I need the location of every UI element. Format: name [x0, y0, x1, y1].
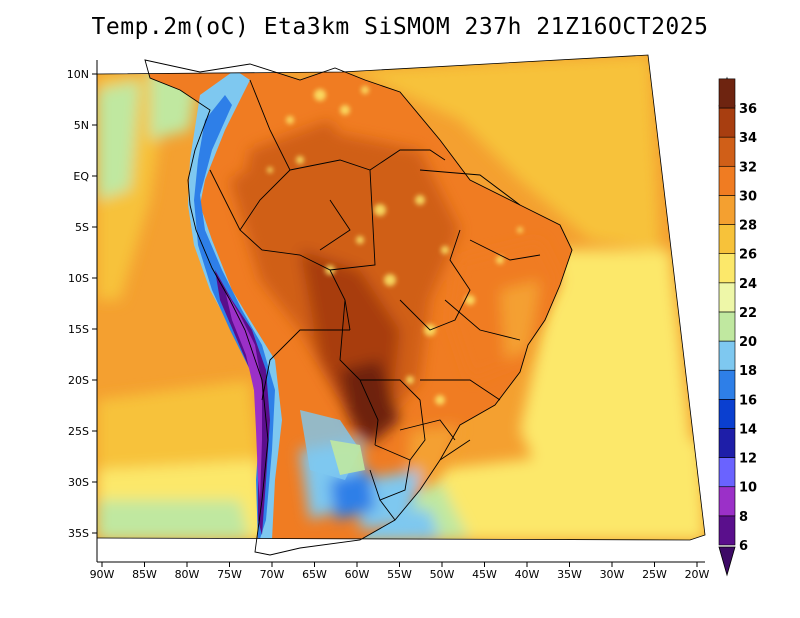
country-borders	[144, 59, 573, 556]
colorbar-label: 18	[739, 364, 757, 379]
colorbar-label: 26	[739, 248, 757, 263]
lon-label: 75W	[217, 568, 242, 581]
lat-label: 25S	[68, 425, 89, 438]
latitude-axis: 10N 5N EQ 5S 10S 15S 20S 25S 30S 35S	[67, 68, 97, 540]
colorbar-label: 24	[739, 277, 757, 292]
lat-label: EQ	[73, 170, 89, 183]
colorbar-swatch	[718, 282, 736, 313]
colorbar-under-arrow	[718, 546, 736, 577]
lon-label: 60W	[345, 568, 370, 581]
longitude-axis: 90W 85W 80W 75W 70W 65W 60W 55W 50W 45W 40W 35W 30W 2…	[90, 562, 710, 581]
map-title: Temp.2m(oC) Eta3km SiSMOM 237h 21Z16OCT2…	[91, 14, 709, 40]
lat-label: 20S	[68, 374, 89, 387]
lon-label: 25W	[642, 568, 667, 581]
colorbar-swatch	[718, 224, 736, 254]
colorbar-label: 20	[739, 335, 757, 350]
lon-label: 80W	[175, 568, 200, 581]
continent	[145, 60, 572, 540]
colorbar-label: 8	[739, 510, 748, 525]
lat-label: 5N	[74, 119, 89, 132]
colorbar-swatch	[718, 136, 736, 167]
colorbar-label: 22	[739, 306, 757, 321]
colorbar-label: 6	[739, 539, 748, 554]
lat-label: 35S	[68, 527, 89, 540]
colorbar-label: 30	[739, 189, 757, 204]
colorbar-swatch	[718, 428, 736, 458]
lon-label: 40W	[515, 568, 540, 581]
lat-label: 15S	[68, 323, 89, 336]
colorbar-swatch	[718, 486, 736, 517]
lon-label: 70W	[260, 568, 285, 581]
colorbar-swatch	[718, 515, 736, 546]
colorbar-swatch	[718, 107, 736, 138]
lat-label: 10S	[68, 272, 89, 285]
lon-label: 50W	[430, 568, 455, 581]
colorbar-label: 14	[739, 422, 757, 437]
lon-label: 85W	[132, 568, 157, 581]
colorbar: 6 8 10 12 14 16 18 20 22 24 26 28 30 32 34 36	[718, 76, 757, 577]
lat-label: 30S	[68, 476, 89, 489]
colorbar-label: 16	[739, 393, 757, 408]
colorbar-label: 28	[739, 219, 757, 234]
lon-label: 30W	[600, 568, 625, 581]
lon-label: 20W	[685, 568, 710, 581]
colorbar-swatch	[718, 399, 736, 429]
colorbar-swatch	[718, 165, 736, 196]
colorbar-label: 32	[739, 160, 757, 175]
colorbar-label: 34	[739, 131, 757, 146]
colorbar-swatch	[718, 253, 736, 284]
lon-label: 45W	[472, 568, 497, 581]
colorbar-swatch	[718, 311, 736, 342]
colorbar-swatch	[718, 369, 736, 400]
colorbar-label: 10	[739, 481, 757, 496]
lon-label: 90W	[90, 568, 115, 581]
colorbar-label: 12	[739, 452, 757, 467]
colorbar-swatch	[718, 457, 736, 488]
lat-label: 5S	[75, 221, 89, 234]
lon-label: 35W	[557, 568, 582, 581]
temperature-field	[97, 55, 705, 540]
colorbar-swatch	[718, 78, 736, 109]
lon-label: 55W	[387, 568, 412, 581]
lat-label: 10N	[67, 68, 89, 81]
map-frame	[96, 54, 706, 541]
colorbar-label: 36	[739, 102, 757, 117]
lon-label: 65W	[302, 568, 327, 581]
map-axes-frame	[96, 60, 705, 563]
colorbar-swatch	[718, 340, 736, 371]
colorbar-swatch	[718, 195, 736, 225]
